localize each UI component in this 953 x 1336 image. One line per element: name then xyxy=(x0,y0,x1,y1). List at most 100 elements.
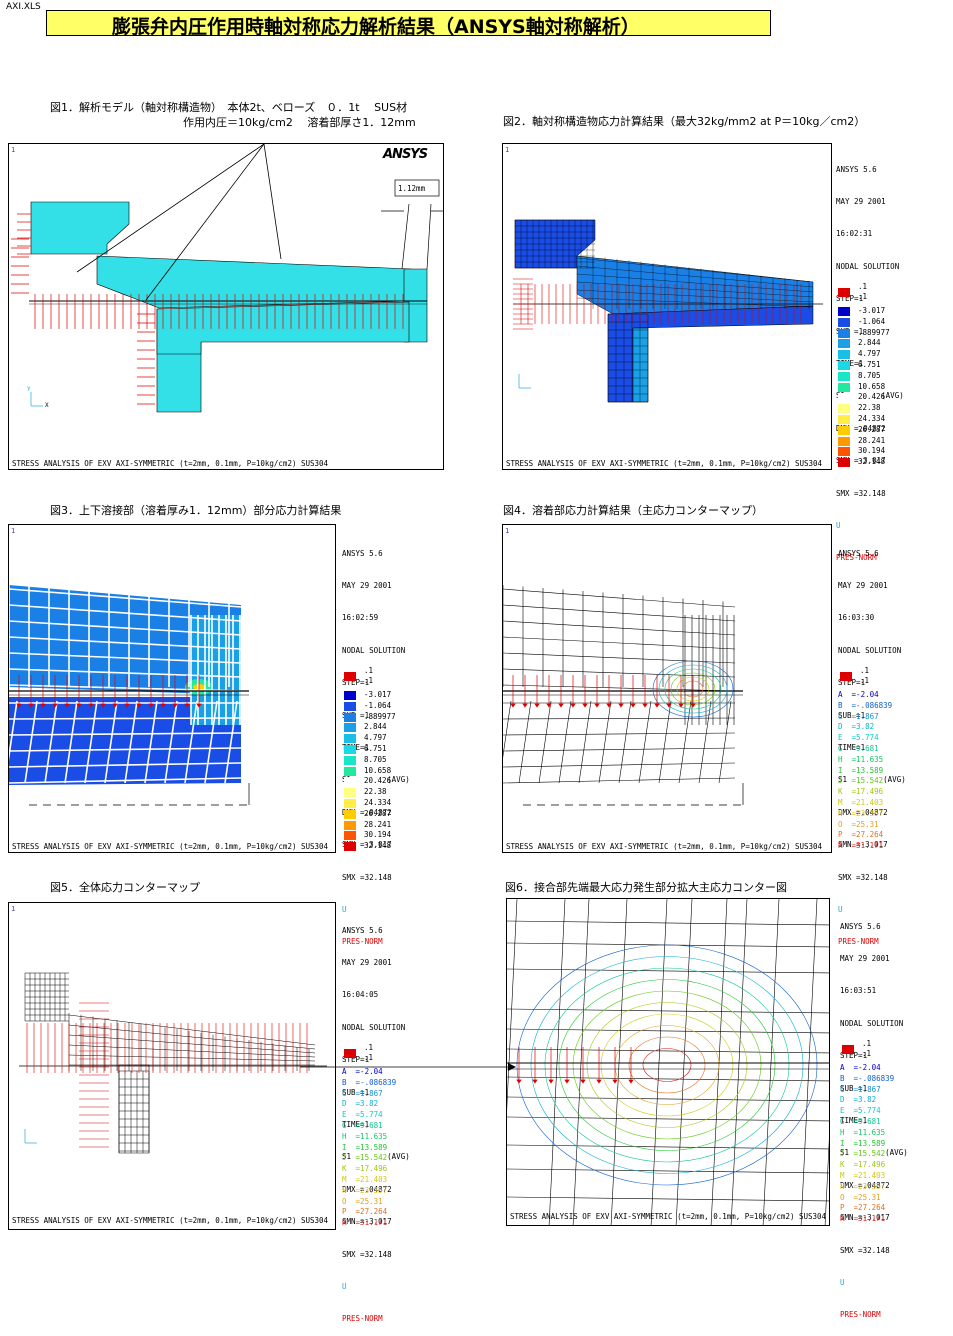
legend-date: MAY 29 2001 xyxy=(838,580,888,590)
legend-time: 16:02:59 xyxy=(342,613,379,623)
mesh-line xyxy=(68,1034,316,1054)
mesh-line xyxy=(507,920,829,926)
band-value: .889977 xyxy=(858,327,890,337)
contour-legend-row: R =31.171 xyxy=(342,1218,388,1228)
band-value: -1.064 xyxy=(364,700,392,710)
contour-legend-row: P =27.264 xyxy=(342,1207,388,1217)
mesh-line xyxy=(576,265,814,288)
mesh-line xyxy=(507,968,829,974)
band-swatch xyxy=(838,425,850,435)
pressure-swatch xyxy=(838,288,850,297)
panel-footer: STRESS ANALYSIS OF EXV AXI-SYMMETRIC (t=… xyxy=(506,459,823,468)
band-swatch xyxy=(838,307,850,316)
pressure-arrow xyxy=(76,703,82,708)
pressure-arrow xyxy=(570,703,576,708)
pressure-value-1: .1 xyxy=(364,666,374,675)
band-swatch xyxy=(838,447,850,457)
legend-solution: NODAL SOLUTION xyxy=(836,261,900,271)
pressure-arrow xyxy=(160,703,166,708)
pressure-swatch xyxy=(344,1049,356,1058)
band-value: 28.241 xyxy=(364,819,392,829)
legend-version: ANSYS 5.6 xyxy=(342,548,383,558)
panel-number: 1 xyxy=(11,527,16,535)
fig1-model-drawing xyxy=(11,144,443,413)
pressure-arrow xyxy=(606,703,612,708)
contour-legend-row: K =17.496 xyxy=(840,1160,886,1170)
contour-legend-row: N =23.357 xyxy=(838,808,884,818)
legend-time: 16:03:51 xyxy=(840,986,877,996)
axis-y-label: Y xyxy=(27,386,31,393)
mesh-line xyxy=(507,1116,829,1122)
contour-legend-row: H =11.635 xyxy=(838,754,884,764)
pressure-arrow xyxy=(52,703,58,708)
legend-pres: PRES-NORM xyxy=(342,937,383,947)
pressure-arrow xyxy=(172,703,178,708)
contour-line xyxy=(628,1036,706,1094)
mesh-line xyxy=(9,636,242,650)
legend-time-step: TIME=1 xyxy=(838,742,866,752)
mesh-line xyxy=(576,297,814,308)
band-value: 20.426 xyxy=(364,776,392,786)
mesh-line xyxy=(44,700,58,784)
mesh-line xyxy=(9,588,242,608)
mesh-line xyxy=(204,700,218,784)
pressure-arrow xyxy=(532,1079,538,1084)
band-value: 30.194 xyxy=(364,830,392,840)
band-value: .889977 xyxy=(364,711,396,721)
mesh-line xyxy=(68,1014,316,1046)
legend-step: STEP=1 xyxy=(840,1051,868,1061)
contour-line xyxy=(642,1048,692,1082)
band-swatch xyxy=(838,317,850,327)
mesh-line xyxy=(507,1076,829,1082)
mesh-line xyxy=(698,700,712,784)
contour-legend-row: E =5.774 xyxy=(342,1110,383,1120)
mesh-line xyxy=(824,1138,829,1225)
contour-legend-row: M =21.403 xyxy=(840,1170,886,1180)
legend-smn: SMN =-3.017 xyxy=(838,840,888,850)
pressure-arrow xyxy=(124,703,130,708)
pressure-arrow xyxy=(548,1079,554,1084)
legend-version: ANSYS 5.6 xyxy=(840,921,881,931)
pressure-arrow xyxy=(516,1079,522,1084)
band-swatch xyxy=(838,360,850,370)
band-value: 22.38 xyxy=(364,787,387,797)
contour-legend-row: B =-.086839 xyxy=(342,1077,397,1087)
contour-legend-row: E =5.774 xyxy=(838,733,879,743)
contour-legend-row: M =21.403 xyxy=(342,1174,388,1184)
mesh-line xyxy=(576,289,814,303)
pressure-swatch xyxy=(842,1045,854,1054)
band-swatch xyxy=(344,744,356,754)
pressure-arrow xyxy=(28,703,34,708)
mesh-line xyxy=(507,1168,829,1174)
legend-pres: PRES-NORM xyxy=(840,1310,881,1320)
mesh-line xyxy=(164,700,178,784)
fig6-zoom-drawing xyxy=(507,899,829,1225)
contour-legend-row: J =15.542 xyxy=(838,776,884,786)
contour-legend-row: O =25.31 xyxy=(840,1192,881,1202)
pressure-value-1: .1 xyxy=(858,282,868,291)
band-swatch xyxy=(344,734,356,744)
panel-footer: STRESS ANALYSIS OF EXV AXI-SYMMETRIC (t=… xyxy=(12,459,329,468)
band-value: 8.705 xyxy=(858,370,881,380)
contour-line xyxy=(652,660,734,718)
fig4-legend-header: ANSYS 5.6 MAY 29 2001 16:03:30 NODAL SOL… xyxy=(838,527,906,959)
contour-legend-row: I =13.589 xyxy=(342,1142,388,1152)
band-swatch xyxy=(838,371,850,381)
band-swatch xyxy=(838,458,850,468)
legend-s1: S1 (AVG) xyxy=(838,775,906,785)
band-swatch xyxy=(838,350,850,360)
contour-legend-row: J =15.542 xyxy=(840,1149,886,1159)
mesh-line xyxy=(68,1054,316,1062)
legend-time-step: TIME=1 xyxy=(342,1119,370,1129)
mesh-line xyxy=(576,281,814,298)
legend-time: 16:03:30 xyxy=(838,613,875,623)
contour-legend-row: B =-.086839 xyxy=(838,700,893,710)
mesh-line xyxy=(503,732,736,736)
band-swatch xyxy=(344,723,356,733)
band-value: 26.287 xyxy=(364,808,392,818)
band-swatch xyxy=(344,766,356,776)
contour-legend-row: P =27.264 xyxy=(840,1203,886,1213)
axis-x-label: X xyxy=(45,402,49,409)
mesh-line xyxy=(578,700,592,784)
contour-legend-row: I =13.589 xyxy=(840,1138,886,1148)
